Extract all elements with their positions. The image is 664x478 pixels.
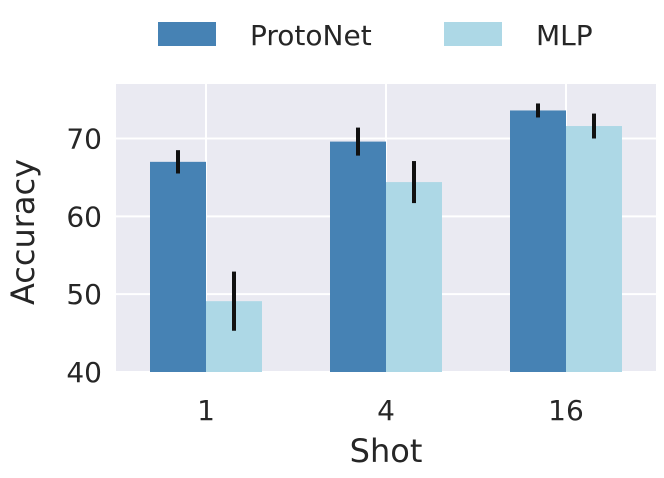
bars	[150, 110, 622, 372]
bar-mlp-4	[386, 182, 442, 372]
x-axis-label: Shot	[350, 432, 423, 470]
error-bars	[176, 103, 596, 331]
bar-protonet-1	[150, 161, 206, 372]
y-axis-label: Accuracy	[4, 159, 42, 305]
y-tick-label: 50	[66, 278, 102, 311]
x-tick-label: 16	[548, 394, 584, 427]
y-tick-label: 70	[66, 122, 102, 155]
legend: ProtoNet MLP	[158, 19, 593, 52]
legend-swatch-protonet	[158, 22, 216, 46]
bar-mlp-16	[566, 126, 622, 372]
x-axis-ticks: 1 4 16	[197, 394, 584, 427]
y-tick-label: 40	[66, 356, 102, 389]
y-tick-label: 60	[66, 200, 102, 233]
bar-protonet-4	[330, 141, 386, 372]
x-tick-label: 1	[197, 394, 215, 427]
x-tick-label: 4	[377, 394, 395, 427]
legend-label-mlp: MLP	[536, 19, 593, 52]
legend-swatch-mlp	[444, 22, 502, 46]
y-axis-ticks: 40 50 60 70	[66, 122, 102, 389]
bar-protonet-16	[510, 110, 566, 372]
legend-label-protonet: ProtoNet	[250, 19, 372, 52]
